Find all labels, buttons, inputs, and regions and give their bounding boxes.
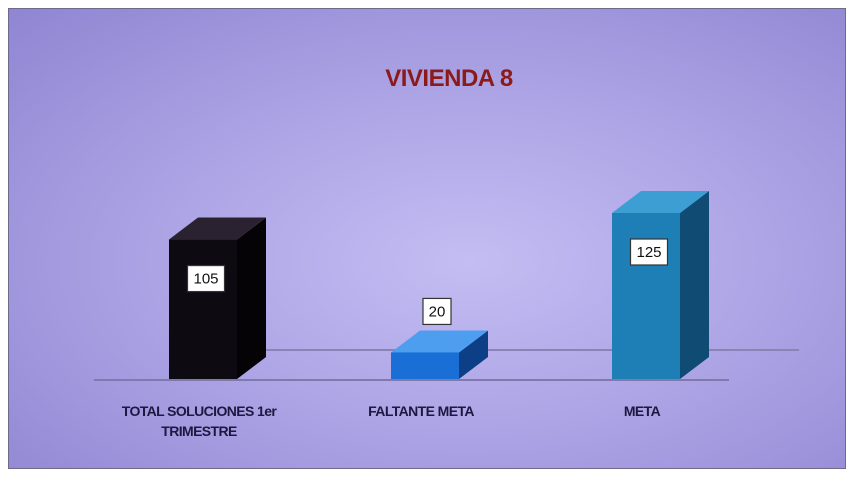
- bar-side-face: [237, 217, 266, 379]
- bars-group: [169, 191, 709, 379]
- bar-top-face: [169, 217, 266, 240]
- bar: [391, 352, 459, 379]
- data-label: 125: [636, 244, 661, 261]
- category-label: FALTANTE META: [368, 403, 474, 419]
- data-label-box: [629, 238, 669, 266]
- category-labels-group: TOTAL SOLUCIONES 1er TRIMESTRE FALTANTE ME…: [122, 403, 661, 439]
- bar-top-face: [391, 330, 488, 353]
- bar: [169, 239, 237, 379]
- chart-frame: VIVIENDA 8 105 20 125 TOTAL SOLUCIONES 1er…: [8, 8, 846, 469]
- bar-top-face: [612, 191, 709, 213]
- chart-canvas: VIVIENDA 8 105 20 125 TOTAL SOLUCIONES 1er…: [94, 65, 799, 439]
- data-label-box: [186, 264, 226, 293]
- bar-side-face: [680, 191, 709, 379]
- bar: [612, 213, 680, 379]
- chart-title: VIVIENDA 8: [385, 65, 513, 92]
- category-label: META: [624, 403, 661, 419]
- data-labels-group: 105 20 125: [186, 238, 669, 326]
- category-label: TOTAL SOLUCIONES 1er: [122, 403, 278, 419]
- category-label: TRIMESTRE: [161, 423, 237, 439]
- data-label: 20: [429, 303, 446, 320]
- bar-side-face: [459, 330, 488, 379]
- data-label-box: [422, 297, 452, 326]
- data-label: 105: [193, 271, 218, 288]
